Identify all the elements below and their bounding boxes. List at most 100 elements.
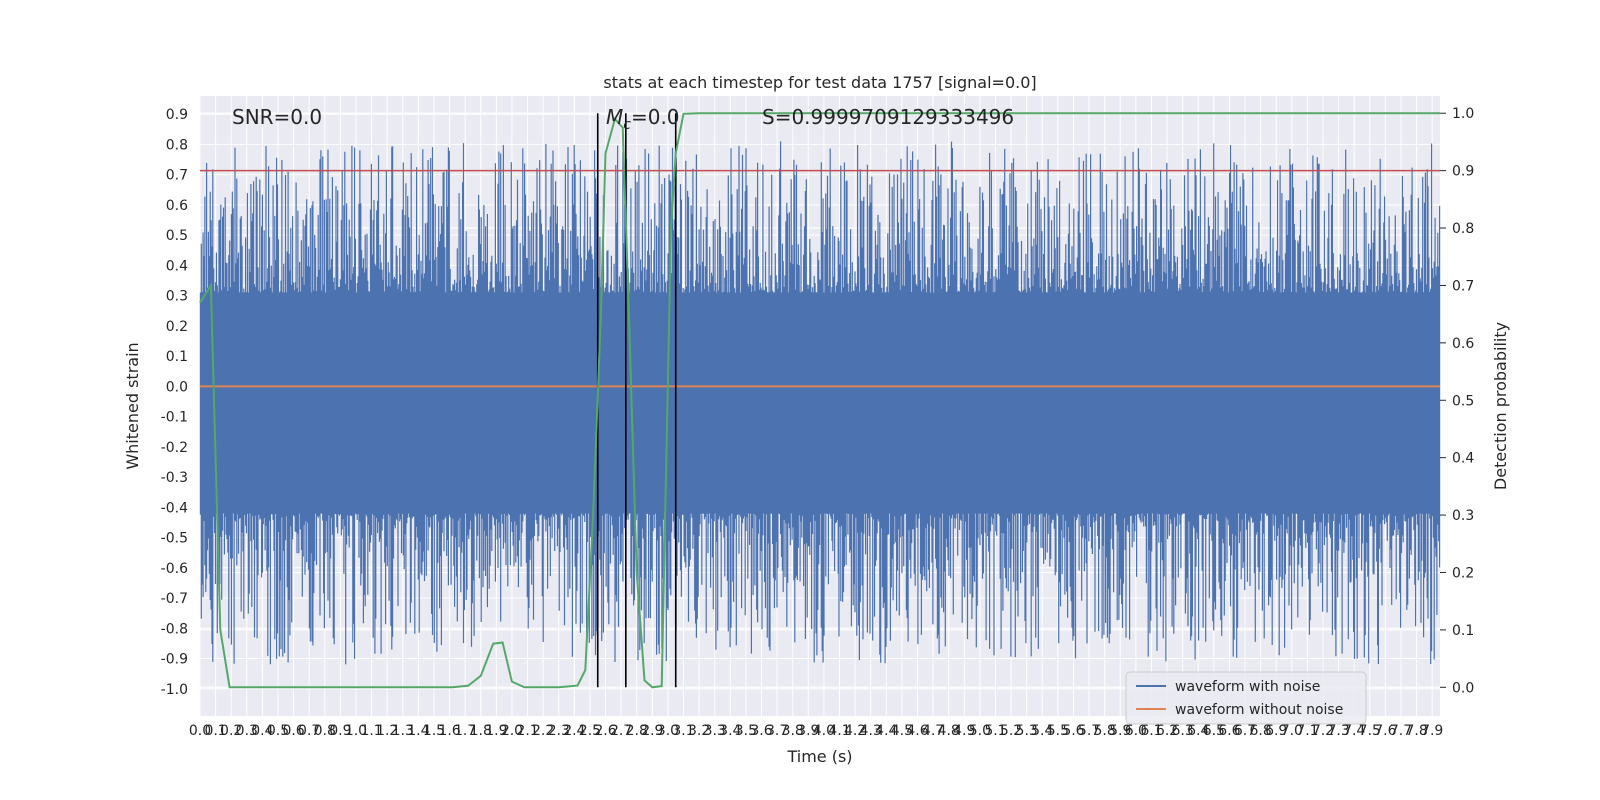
- chirp-mass-annotation: Mc=0.0: [606, 105, 680, 133]
- y-tick-label-left: -0.1: [161, 410, 188, 426]
- y-tick-label-left: -0.2: [161, 440, 188, 456]
- y-tick-label-right: 0.5: [1452, 393, 1474, 409]
- x-tick-label: 3.4: [719, 723, 741, 739]
- x-tick-label: 2.7: [610, 723, 632, 739]
- x-tick-label: 4.3: [860, 723, 882, 739]
- x-tick-label: 1.4: [407, 723, 429, 739]
- x-tick-label: 1.1: [360, 723, 382, 739]
- y-tick-label-left: 0.0: [166, 379, 188, 395]
- y-tick-label-left: 0.4: [166, 258, 188, 274]
- x-tick-label: 6.3: [1172, 723, 1194, 739]
- x-tick-label: 1.0: [345, 723, 367, 739]
- x-tick-label: 1.9: [485, 723, 507, 739]
- x-tick-label: 1.8: [470, 723, 492, 739]
- x-tick-label: 1.7: [454, 723, 476, 739]
- y-tick-label-left: -0.5: [161, 531, 188, 547]
- x-tick-label: 7.4: [1343, 723, 1365, 739]
- x-tick-label: 0.0: [189, 723, 211, 739]
- y-tick-label-left: 0.6: [166, 198, 188, 214]
- legend: waveform with noise waveform without noi…: [1125, 671, 1367, 725]
- y-tick-label-left: -0.7: [161, 591, 188, 607]
- y-tick-label-right: 0.4: [1452, 451, 1474, 467]
- x-tick-label: 4.4: [875, 723, 897, 739]
- x-tick-label: 6.0: [1125, 723, 1147, 739]
- x-tick-label: 7.5: [1359, 723, 1381, 739]
- x-tick-label: 6.4: [1187, 723, 1209, 739]
- y-tick-label-left: 0.7: [166, 168, 188, 184]
- x-tick-label: 5.4: [1031, 723, 1053, 739]
- y-tick-label-left: -0.3: [161, 470, 188, 486]
- y-tick-label-left: 0.2: [166, 319, 188, 335]
- x-tick-label: 3.2: [688, 723, 710, 739]
- detection-probability-line: [199, 112, 1440, 689]
- x-tick-label: 4.6: [906, 723, 928, 739]
- y-tick-label-left: 0.8: [166, 137, 188, 153]
- x-tick-label: 5.8: [1094, 723, 1116, 739]
- x-axis-label: Time (s): [786, 747, 852, 766]
- x-tick-label: 7.1: [1296, 723, 1318, 739]
- y-tick-label-right: 0.0: [1452, 680, 1474, 696]
- y-tick-label-left: -0.4: [161, 500, 188, 516]
- y-tick-label-left: -0.6: [161, 561, 188, 577]
- x-tick-label: 2.5: [579, 723, 601, 739]
- x-tick-label: 4.0: [813, 723, 835, 739]
- x-tick-label: 3.6: [750, 723, 772, 739]
- x-tick-label: 4.7: [922, 723, 944, 739]
- legend-label-clean: waveform without noise: [1175, 702, 1343, 718]
- x-tick-label: 0.7: [298, 723, 320, 739]
- x-tick-label: 7.9: [1421, 723, 1443, 739]
- x-tick-label: 0.4: [251, 723, 273, 739]
- x-tick-label: 0.5: [267, 723, 289, 739]
- x-tick-label: 4.8: [938, 723, 960, 739]
- y-tick-label-right: 0.8: [1452, 221, 1474, 237]
- x-tick-label: 6.7: [1234, 723, 1256, 739]
- x-tick-label: 3.7: [766, 723, 788, 739]
- x-tick-label: 3.8: [782, 723, 804, 739]
- x-tick-label: 6.2: [1156, 723, 1178, 739]
- noise-spikes: [199, 141, 1441, 665]
- x-tick-label: 7.7: [1390, 723, 1412, 739]
- x-tick-label: 6.1: [1140, 723, 1162, 739]
- x-tick-label: 5.1: [984, 723, 1006, 739]
- y-tick-label-left: 0.5: [166, 228, 188, 244]
- x-tick-label: 0.2: [220, 723, 242, 739]
- x-tick-label: 5.6: [1062, 723, 1084, 739]
- x-tick-label: 2.3: [548, 723, 570, 739]
- x-tick-label: 2.4: [563, 723, 585, 739]
- y-axis-label-left: Whitened strain: [123, 342, 142, 469]
- x-tick-label: 5.9: [1109, 723, 1131, 739]
- y-tick-label-right: 0.3: [1452, 508, 1474, 524]
- x-tick-label: 3.0: [657, 723, 679, 739]
- y-tick-label-left: 0.1: [166, 349, 188, 365]
- x-tick-label: 0.1: [204, 723, 226, 739]
- y-tick-label-left: -1.0: [161, 682, 188, 698]
- overlay-series: [199, 112, 1440, 689]
- legend-box: [1125, 671, 1367, 725]
- x-tick-label: 6.8: [1249, 723, 1271, 739]
- x-tick-label: 6.5: [1203, 723, 1225, 739]
- y-tick-label-right: 0.1: [1452, 623, 1474, 639]
- y-tick-label-right: 0.9: [1452, 164, 1474, 180]
- x-tick-label: 7.8: [1405, 723, 1427, 739]
- x-tick-label: 5.2: [1000, 723, 1022, 739]
- snr-annotation: SNR=0.0: [232, 105, 322, 129]
- x-tick-label: 0.6: [282, 723, 304, 739]
- x-tick-label: 5.3: [1016, 723, 1038, 739]
- x-tick-label: 1.2: [376, 723, 398, 739]
- x-tick-label: 2.8: [626, 723, 648, 739]
- x-tick-label: 5.7: [1078, 723, 1100, 739]
- legend-label-noise: waveform with noise: [1175, 679, 1320, 695]
- x-tick-label: 2.2: [532, 723, 554, 739]
- y-tick-label-right: 0.6: [1452, 336, 1474, 352]
- x-tick-label: 3.3: [704, 723, 726, 739]
- x-tick-label: 4.5: [891, 723, 913, 739]
- x-tick-label: 0.9: [329, 723, 351, 739]
- x-tick-label: 4.2: [844, 723, 866, 739]
- x-tick-label: 3.9: [797, 723, 819, 739]
- x-tick-label: 4.9: [953, 723, 975, 739]
- y-axis-label-right: Detection probability: [1491, 322, 1510, 490]
- x-tick-label: 7.3: [1327, 723, 1349, 739]
- x-tick-label: 6.6: [1218, 723, 1240, 739]
- y-tick-label-left: -0.8: [161, 621, 188, 637]
